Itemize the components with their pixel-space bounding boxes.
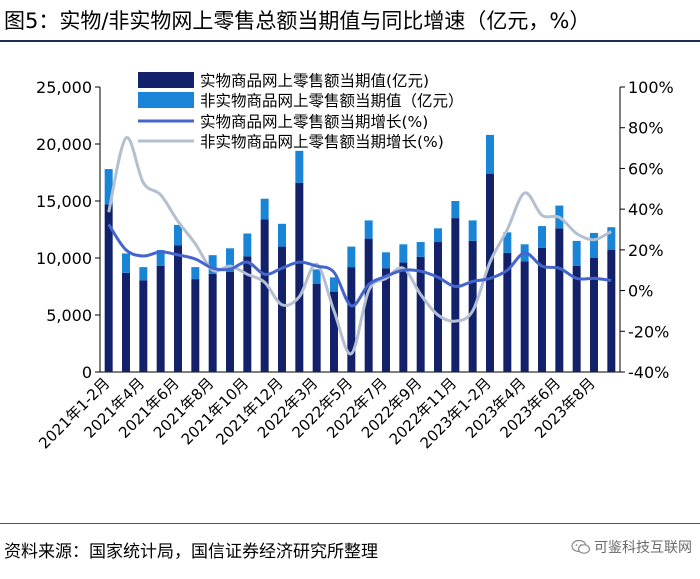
- nonphysical-bar: [226, 248, 234, 272]
- left-tick-label: 0: [82, 363, 92, 382]
- nonphysical-bar: [382, 252, 390, 269]
- right-tick-label: 40%: [628, 200, 664, 219]
- physical-bar: [191, 279, 200, 372]
- physical-bar: [538, 247, 546, 372]
- left-axis-ticks: 0 5,000 10,000 15,000 20,000 25,000: [36, 78, 100, 382]
- nonphysical-bar: [538, 226, 546, 248]
- left-tick-label: 5,000: [46, 306, 92, 325]
- source-note: 资料来源：国家统计局，国信证券经济研究所整理: [4, 542, 378, 562]
- nonphysical-bar: [364, 220, 373, 239]
- physical-bar: [122, 272, 130, 372]
- legend-label: 实物商品网上零售额当期增长(%): [200, 113, 428, 131]
- right-tick-label: 20%: [628, 241, 664, 260]
- watermark: 可鉴科技互联网: [571, 537, 692, 557]
- nonphysical-bar: [191, 267, 200, 280]
- chart-title: 图5：实物/非实物网上零售总额当期值与同比增速（亿元，%）: [4, 9, 591, 33]
- physical-bar: [434, 242, 442, 372]
- physical-growth-line: [107, 223, 612, 308]
- physical-bar: [174, 245, 182, 372]
- line-series: [107, 136, 613, 356]
- right-tick-label: 100%: [628, 78, 674, 97]
- left-tick-label: 15,000: [36, 192, 92, 211]
- physical-bar: [295, 182, 304, 372]
- physical-bar: [399, 262, 408, 372]
- physical-bar: [312, 283, 321, 372]
- right-tick-label: 0%: [628, 282, 653, 301]
- physical-bar: [520, 261, 529, 372]
- right-tick-label: 80%: [628, 119, 664, 138]
- physical-bar: [347, 267, 356, 372]
- bar-series: [104, 134, 616, 372]
- nonphysical-bar: [572, 240, 581, 266]
- physical-bar: [364, 238, 373, 372]
- watermark-text: 可鉴科技互联网: [594, 540, 692, 556]
- legend-label: 非实物商品网上零售额当期值（亿元）: [200, 92, 464, 110]
- nonphysical-bar: [486, 134, 494, 174]
- physical-bar: [260, 219, 269, 372]
- nonphysical-bar: [260, 198, 269, 220]
- axes: [99, 87, 621, 373]
- nonphysical-bar: [174, 224, 182, 246]
- nonphysical-bar: [312, 269, 321, 284]
- nonphysical-bar: [347, 246, 356, 268]
- wechat-icon: [571, 539, 591, 554]
- nonphysical-bar: [139, 267, 148, 281]
- nonphysical-bar: [330, 277, 338, 292]
- physical-bar: [572, 265, 581, 372]
- nonphysical-bar: [503, 232, 512, 253]
- physical-bar: [278, 246, 286, 372]
- physical-bar: [468, 240, 477, 372]
- physical-bar: [590, 258, 598, 372]
- physical-bar: [607, 250, 616, 372]
- left-tick-label: 25,000: [36, 78, 92, 97]
- physical-bar: [382, 268, 390, 372]
- physical-bar: [139, 280, 148, 372]
- nonphysical-bar: [243, 233, 252, 257]
- physical-bar: [208, 273, 217, 372]
- nonphysical-bar: [278, 223, 286, 247]
- right-tick-label: -20%: [628, 322, 669, 341]
- legend-swatch-bar: [138, 92, 194, 108]
- physical-bar: [555, 228, 564, 372]
- legend-label: 非实物商品网上零售额当期增长(%): [200, 133, 444, 151]
- physical-bar: [330, 291, 338, 372]
- nonphysical-bar: [208, 255, 217, 274]
- nonphysical-bar: [451, 201, 460, 219]
- nonphysical-bar: [607, 227, 616, 251]
- x-axis-ticks: 2021年1-2月2021年4月2021年6月2021年8月2021年10月20…: [35, 374, 599, 452]
- nonphysical-bar: [156, 250, 165, 266]
- physical-bar: [226, 271, 234, 372]
- nonphysical-bar: [295, 150, 304, 183]
- nonphysical-bar: [399, 244, 408, 263]
- right-tick-label: -40%: [628, 363, 669, 382]
- physical-bar: [451, 218, 460, 372]
- chart: 0 5,000 10,000 15,000 20,000 25,000 -40% -20% 0…: [35, 72, 674, 452]
- physical-bar: [486, 173, 494, 372]
- right-tick-label: 60%: [628, 159, 664, 178]
- left-tick-label: 10,000: [36, 249, 92, 268]
- left-tick-label: 20,000: [36, 135, 92, 154]
- legend-label: 实物商品网上零售额当期值(亿元): [200, 72, 429, 90]
- title-rule: [0, 40, 700, 42]
- nonphysical-bar: [122, 253, 130, 273]
- nonphysical-bar: [104, 169, 113, 205]
- nonphysical-bar: [434, 228, 442, 243]
- source-rule: [0, 523, 700, 524]
- nonphysical-bar: [416, 242, 425, 257]
- nonphysical-growth-line: [107, 136, 613, 356]
- nonphysical-bar: [590, 232, 598, 258]
- legend-swatch-bar: [138, 72, 194, 88]
- right-axis-ticks: -40% -20% 0% 20% 40% 60% 80% 100%: [620, 78, 674, 382]
- legend: 实物商品网上零售额当期值(亿元) 非实物商品网上零售额当期值（亿元） 实物商品网上零…: [138, 72, 464, 151]
- physical-bar: [416, 256, 425, 372]
- physical-bar: [503, 252, 512, 372]
- physical-bar: [243, 256, 252, 372]
- physical-bar: [104, 204, 113, 372]
- physical-bar: [156, 265, 165, 372]
- nonphysical-bar: [468, 220, 477, 241]
